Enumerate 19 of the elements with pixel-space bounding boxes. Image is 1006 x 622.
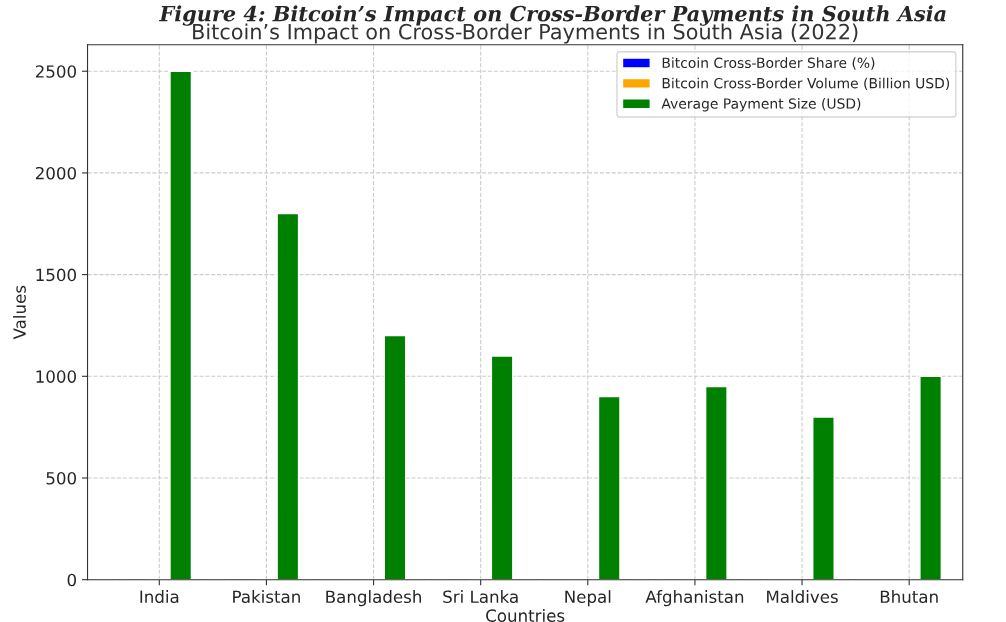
x-tick-label: Bhutan [880,590,938,604]
y-axis-title: Values [13,285,26,340]
x-tick-label: Bangladesh [326,590,421,607]
x-axis-title: Countries [486,609,565,622]
x-tick-label: Pakistan [233,590,300,604]
legend-label: Average Payment Size (USD) [661,98,861,112]
x-tick-label: India [140,590,179,604]
legend-label: Bitcoin Cross-Border Share (%) [662,57,875,70]
y-tick-label: 1000 [36,370,76,383]
y-tick-label: 0 [67,573,76,587]
legend-label: Bitcoin Cross-Border Volume (Billion USD) [662,77,950,91]
x-tick-label: Sri Lanka [443,590,518,604]
y-tick-label: 1500 [36,268,76,282]
x-tick-label: Maldives [767,590,838,604]
x-tick-label: Nepal [565,590,611,607]
y-tick-label: 2000 [35,166,76,180]
x-tick-label: Afghanistan [645,590,744,607]
y-tick-label: 500 [46,471,76,485]
y-tick-label: 2500 [35,65,76,78]
